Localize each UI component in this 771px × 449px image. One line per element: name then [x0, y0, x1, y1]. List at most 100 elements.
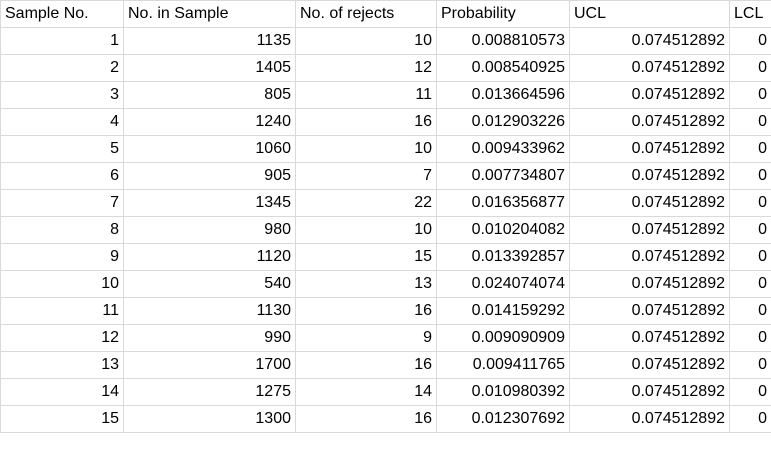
cell: 0.010980392: [436, 378, 570, 406]
cell: 7: [0, 189, 124, 217]
cell: 9: [295, 324, 437, 352]
cell: 10: [295, 27, 437, 55]
cell: 12: [295, 54, 437, 82]
cell: 0.074512892: [569, 189, 730, 217]
cell: 0: [729, 27, 771, 55]
cell: 0: [729, 108, 771, 136]
cell: 11: [295, 81, 437, 109]
cell: 7: [295, 162, 437, 190]
cell: 0.074512892: [569, 54, 730, 82]
cell: 0.013664596: [436, 81, 570, 109]
cell: 540: [123, 270, 296, 298]
cell: 0.074512892: [569, 297, 730, 325]
cell: 0.007734807: [436, 162, 570, 190]
cell: 10: [0, 270, 124, 298]
column-header: Probability: [436, 0, 570, 28]
cell: 0.009090909: [436, 324, 570, 352]
cell: 15: [295, 243, 437, 271]
cell: 12: [0, 324, 124, 352]
cell: 1700: [123, 351, 296, 379]
cell: 0: [729, 189, 771, 217]
data-row: 4 1240 16 0.012903226 0.074512892 0: [0, 108, 771, 136]
column-header: LCL: [729, 0, 771, 28]
cell: 1240: [123, 108, 296, 136]
cell: 0.074512892: [569, 405, 730, 433]
cell: 0: [729, 324, 771, 352]
cell: 0.074512892: [569, 108, 730, 136]
cell: 1405: [123, 54, 296, 82]
cell: 805: [123, 81, 296, 109]
data-row: 15 1300 16 0.012307692 0.074512892 0: [0, 405, 771, 433]
data-row: 10 540 13 0.024074074 0.074512892 0: [0, 270, 771, 298]
cell: 2: [0, 54, 124, 82]
data-row: 2 1405 12 0.008540925 0.074512892 0: [0, 54, 771, 82]
cell: 16: [295, 405, 437, 433]
cell: 5: [0, 135, 124, 163]
cell: 10: [295, 135, 437, 163]
column-header: UCL: [569, 0, 730, 28]
data-row: 8 980 10 0.010204082 0.074512892 0: [0, 216, 771, 244]
cell: 0.074512892: [569, 378, 730, 406]
data-row: 9 1120 15 0.013392857 0.074512892 0: [0, 243, 771, 271]
cell: 0.074512892: [569, 243, 730, 271]
cell: 980: [123, 216, 296, 244]
cell: 16: [295, 297, 437, 325]
cell: 10: [295, 216, 437, 244]
cell: 0.010204082: [436, 216, 570, 244]
cell: 16: [295, 108, 437, 136]
cell: 14: [295, 378, 437, 406]
cell: 1120: [123, 243, 296, 271]
data-row: 14 1275 14 0.010980392 0.074512892 0: [0, 378, 771, 406]
cell: 14: [0, 378, 124, 406]
cell: 0: [729, 135, 771, 163]
cell: 0.074512892: [569, 324, 730, 352]
cell: 0.014159292: [436, 297, 570, 325]
cell: 0.074512892: [569, 81, 730, 109]
cell: 0: [729, 216, 771, 244]
cell: 22: [295, 189, 437, 217]
cell: 0: [729, 297, 771, 325]
cell: 13: [295, 270, 437, 298]
data-row: 5 1060 10 0.009433962 0.074512892 0: [0, 135, 771, 163]
header-row: Sample No. No. in Sample No. of rejects Pro…: [0, 0, 771, 28]
cell: 0.074512892: [569, 351, 730, 379]
cell: 0.012903226: [436, 108, 570, 136]
cell: 6: [0, 162, 124, 190]
cell: 0.016356877: [436, 189, 570, 217]
cell: 0: [729, 243, 771, 271]
table-body: Sample No. No. in Sample No. of rejects Pro…: [0, 0, 771, 433]
cell: 905: [123, 162, 296, 190]
cell: 0: [729, 81, 771, 109]
cell: 0.008810573: [436, 27, 570, 55]
cell: 0.009433962: [436, 135, 570, 163]
column-header: Sample No.: [0, 0, 124, 28]
column-header: No. in Sample: [123, 0, 296, 28]
cell: 0.074512892: [569, 216, 730, 244]
cell: 0: [729, 405, 771, 433]
data-row: 13 1700 16 0.009411765 0.074512892 0: [0, 351, 771, 379]
cell: 0: [729, 162, 771, 190]
data-row: 11 1130 16 0.014159292 0.074512892 0: [0, 297, 771, 325]
cell: 0: [729, 54, 771, 82]
column-header: No. of rejects: [295, 0, 437, 28]
cell: 1130: [123, 297, 296, 325]
cell: 0.074512892: [569, 162, 730, 190]
data-row: 1 1135 10 0.008810573 0.074512892 0: [0, 27, 771, 55]
cell: 8: [0, 216, 124, 244]
cell: 1060: [123, 135, 296, 163]
cell: 0.074512892: [569, 135, 730, 163]
cell: 1345: [123, 189, 296, 217]
cell: 15: [0, 405, 124, 433]
cell: 990: [123, 324, 296, 352]
cell: 0.074512892: [569, 27, 730, 55]
cell: 0: [729, 378, 771, 406]
cell: 16: [295, 351, 437, 379]
cell: 0: [729, 270, 771, 298]
data-row: 12 990 9 0.009090909 0.074512892 0: [0, 324, 771, 352]
cell: 0.009411765: [436, 351, 570, 379]
cell: 4: [0, 108, 124, 136]
cell: 1300: [123, 405, 296, 433]
data-row: 6 905 7 0.007734807 0.074512892 0: [0, 162, 771, 190]
cell: 0.074512892: [569, 270, 730, 298]
